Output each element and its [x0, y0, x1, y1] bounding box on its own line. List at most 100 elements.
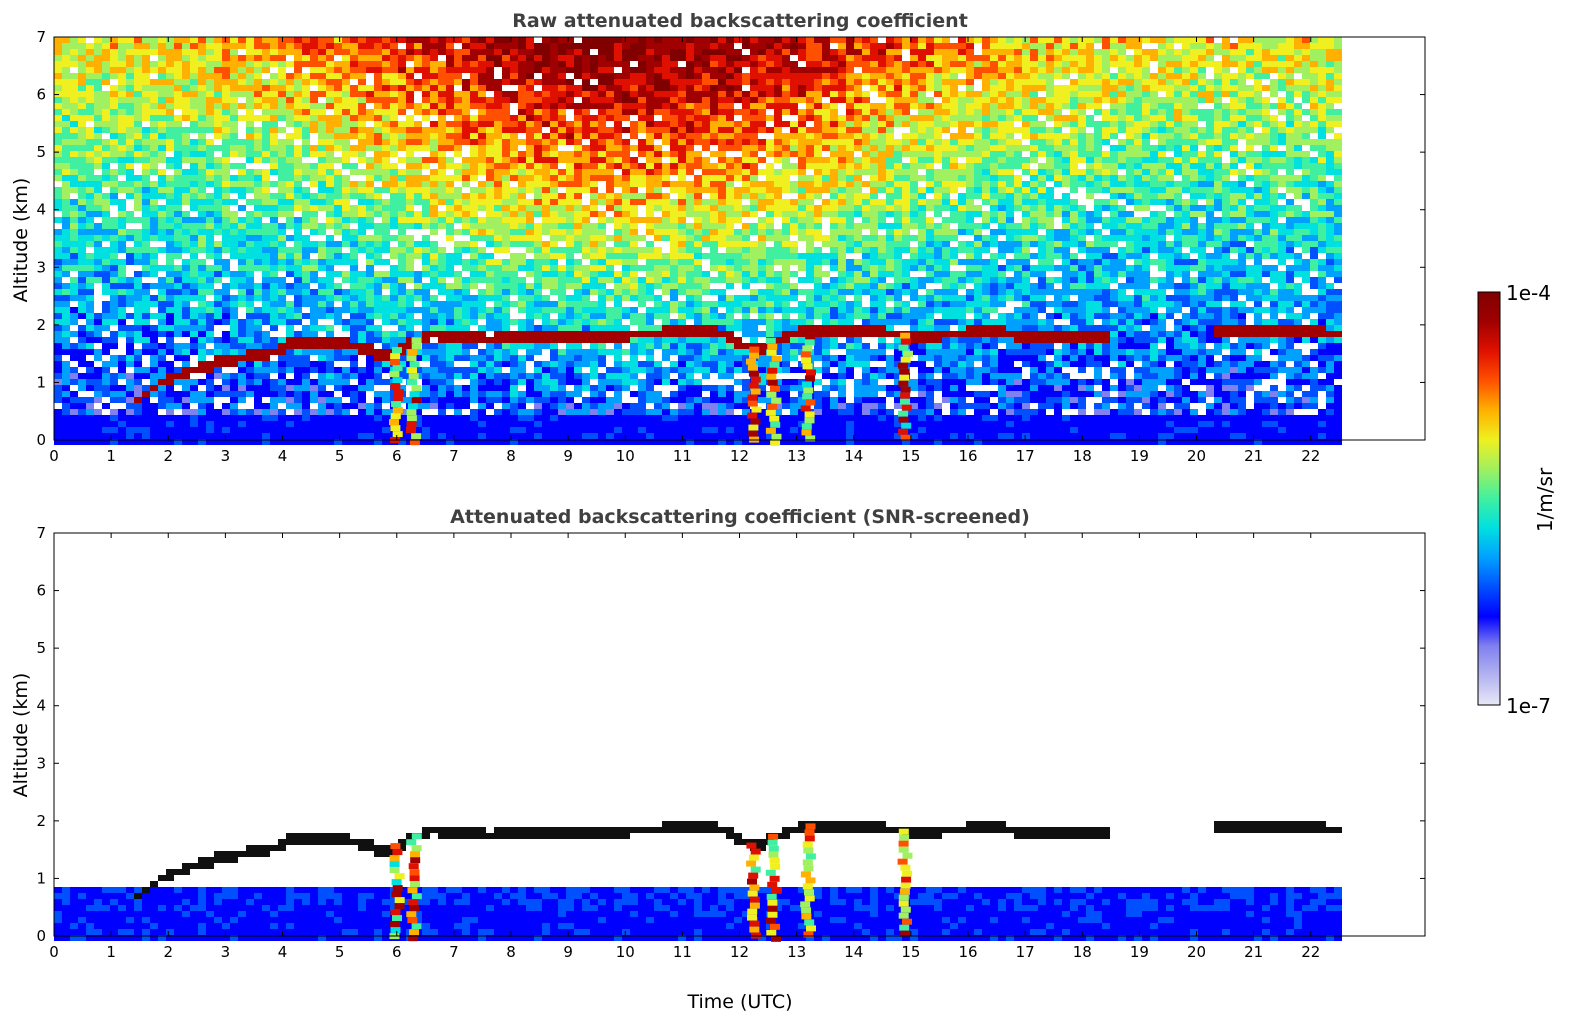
y-tick-label: 0: [36, 927, 46, 945]
precip-cell: [394, 903, 405, 910]
precip-cell: [900, 332, 911, 339]
precip-cell: [767, 367, 778, 374]
x-tick-label: 0: [49, 447, 59, 465]
x-tick-label: 6: [392, 447, 402, 465]
precip-cell: [410, 881, 420, 888]
precip-cell: [900, 930, 911, 937]
precip-cell: [411, 833, 422, 840]
precip-cell: [903, 350, 913, 357]
precip-cell: [749, 902, 760, 909]
precip-cell: [898, 344, 909, 351]
x-tick-label: 4: [278, 447, 288, 465]
precip-cell: [804, 919, 815, 926]
y-tick-label: 2: [36, 316, 46, 334]
precip-cell: [803, 865, 814, 872]
precip-cell: [902, 852, 913, 859]
precip-cell: [900, 398, 910, 405]
precip-cell: [406, 911, 417, 918]
precip-cell: [411, 845, 422, 852]
precip-cell: [805, 877, 816, 884]
precip-cell: [411, 893, 422, 900]
precip-cell: [804, 411, 815, 418]
precip-cell: [898, 840, 909, 847]
x-tick-label: 0: [49, 943, 59, 961]
x-tick-label: 12: [730, 447, 749, 465]
precip-cell: [802, 363, 813, 370]
screened-panel-title: Attenuated backscattering coefficient (S…: [450, 506, 1030, 528]
precip-cell: [390, 413, 401, 420]
precip-cell: [766, 391, 777, 398]
precip-cell: [765, 337, 776, 344]
precip-cell: [408, 899, 419, 906]
precip-cell: [801, 907, 812, 914]
precip-cell: [408, 373, 419, 380]
y-tick-label: 5: [36, 639, 46, 657]
precip-cell: [389, 371, 400, 378]
precip-cell: [898, 912, 909, 919]
colorbar-units-label: 1/m/sr: [1533, 467, 1557, 532]
precip-cell: [898, 428, 909, 435]
colorbar-min-label: 1e-7: [1506, 694, 1551, 718]
precip-cell: [805, 327, 816, 334]
precip-cell: [390, 383, 401, 390]
precip-cell: [901, 876, 912, 883]
precip-cell: [410, 851, 420, 858]
precip-cell: [750, 376, 761, 383]
precip-cell: [900, 882, 911, 889]
precip-cell: [767, 899, 778, 906]
precip-cell: [747, 400, 758, 407]
precip-cell: [805, 853, 816, 860]
precip-cell: [804, 339, 815, 346]
x-tick-label: 22: [1301, 447, 1320, 465]
precip-cell: [409, 905, 420, 912]
x-tick-label: 1: [106, 943, 116, 961]
x-tick-label: 8: [506, 943, 516, 961]
precip-cell: [749, 346, 760, 353]
precip-cell: [803, 931, 814, 938]
screened-backscatter-panel: Attenuated backscattering coefficient (S…: [10, 506, 1426, 1013]
precip-cell: [769, 361, 780, 368]
y-tick-label: 4: [36, 201, 46, 219]
precip-cell: [800, 351, 811, 358]
precip-cell: [409, 361, 420, 368]
precip-cell: [804, 829, 815, 836]
precip-cell: [411, 923, 422, 930]
precip-cell: [802, 841, 813, 848]
precip-cell: [390, 927, 401, 934]
y-tick-label: 3: [36, 754, 46, 772]
precip-cell: [389, 861, 400, 868]
precip-cell: [801, 357, 811, 364]
x-tick-label: 6: [392, 943, 402, 961]
colorbar-max-label: 1e-4: [1506, 281, 1551, 305]
precip-cell: [899, 368, 910, 375]
x-tick-label: 5: [335, 943, 345, 961]
precip-cell: [411, 337, 422, 344]
precip-cell: [805, 823, 816, 830]
precip-cell: [765, 427, 776, 434]
precip-cell: [897, 858, 908, 865]
precip-cell: [750, 866, 761, 873]
y-tick-label: 2: [36, 812, 46, 830]
precip-cell: [802, 883, 813, 890]
precip-cell: [765, 869, 776, 876]
precip-cell: [771, 935, 781, 942]
axes-frame: [53, 532, 1426, 937]
precip-cell: [900, 906, 911, 913]
precip-cell: [769, 415, 780, 422]
x-tick-label: 18: [1073, 447, 1092, 465]
x-tick-label: 10: [616, 943, 635, 961]
x-tick-label: 19: [1130, 447, 1149, 465]
precip-cell: [900, 386, 911, 393]
precip-cell: [747, 364, 758, 371]
precip-cell: [805, 399, 816, 406]
raw-plot-area: 0 1 2 3 4 5 6 7 8 9 10 11 12 13 14 15 16 17 18 19 20 21 220123…: [36, 28, 1426, 465]
precip-cell: [802, 393, 813, 400]
precip-cell: [768, 851, 779, 858]
precip-cell: [406, 409, 417, 416]
precip-cell: [409, 929, 420, 936]
x-tick-label: 9: [563, 943, 573, 961]
y-tick-label: 0: [36, 431, 46, 449]
precip-cell: [751, 406, 762, 413]
raw-backscatter-panel: Raw attenuated backscattering coefficien…: [10, 10, 1426, 465]
precip-cell: [771, 433, 782, 440]
